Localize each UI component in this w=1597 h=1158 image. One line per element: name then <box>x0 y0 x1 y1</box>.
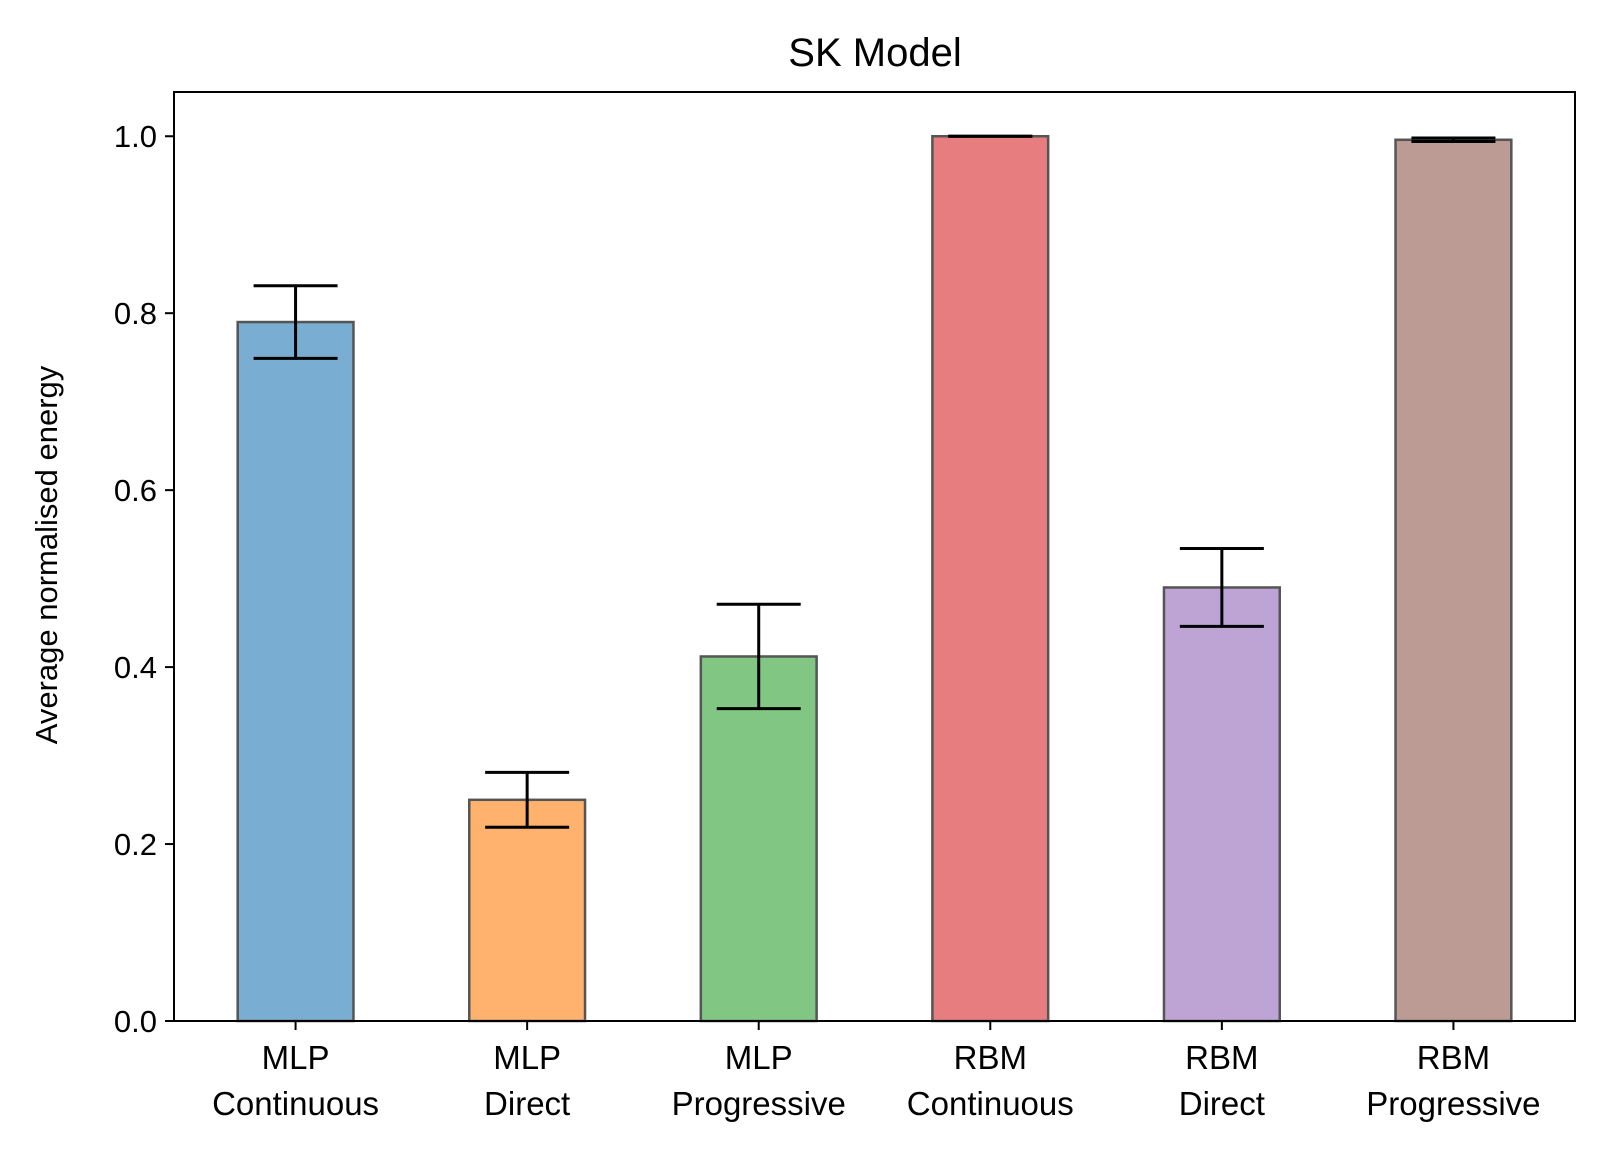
bar-4 <box>1162 586 1281 1023</box>
y-axis-label: Average normalised energy <box>29 365 64 744</box>
x-tick-label-0-line2: Continuous <box>212 1085 379 1122</box>
y-tick-label-0: 0.0 <box>114 1004 157 1039</box>
bar-0 <box>236 320 355 1023</box>
error-bars-layer <box>253 134 1496 829</box>
chart-title: SK Model <box>788 31 961 75</box>
plot-frame <box>173 91 1576 1022</box>
x-tick-label-4-line1: RBM <box>1185 1039 1258 1076</box>
bar-5 <box>1394 138 1513 1023</box>
y-tick-label-1: 0.2 <box>114 827 157 862</box>
x-tick-label-2-line1: MLP <box>725 1039 793 1076</box>
bar-3 <box>931 134 1050 1023</box>
x-tick-label-0-line1: MLP <box>262 1039 330 1076</box>
y-tick-label-4: 0.8 <box>114 296 157 331</box>
x-tick-label-5-line2: Progressive <box>1366 1085 1540 1122</box>
x-tick-label-1-line2: Direct <box>484 1085 570 1122</box>
x-axis-ticks: MLP Continuous MLP Direct MLP Progressive RBM C… <box>212 1021 1541 1122</box>
x-tick-label-5-line1: RBM <box>1417 1039 1490 1076</box>
bar-1 <box>468 798 587 1023</box>
x-tick-label-1-line1: MLP <box>493 1039 561 1076</box>
x-tick-label-3-line2: Continuous <box>907 1085 1074 1122</box>
y-axis-ticks: 0.0 0.2 0.4 0.6 0.8 1.0 <box>114 119 174 1039</box>
x-tick-label-3-line1: RBM <box>954 1039 1027 1076</box>
y-tick-label-3: 0.6 <box>114 473 157 508</box>
x-tick-label-2-line2: Progressive <box>672 1085 846 1122</box>
bars-layer <box>236 134 1513 1023</box>
bar-2 <box>699 655 818 1023</box>
x-tick-label-4-line2: Direct <box>1179 1085 1265 1122</box>
y-tick-label-2: 0.4 <box>114 650 157 685</box>
y-tick-label-5: 1.0 <box>114 119 157 154</box>
